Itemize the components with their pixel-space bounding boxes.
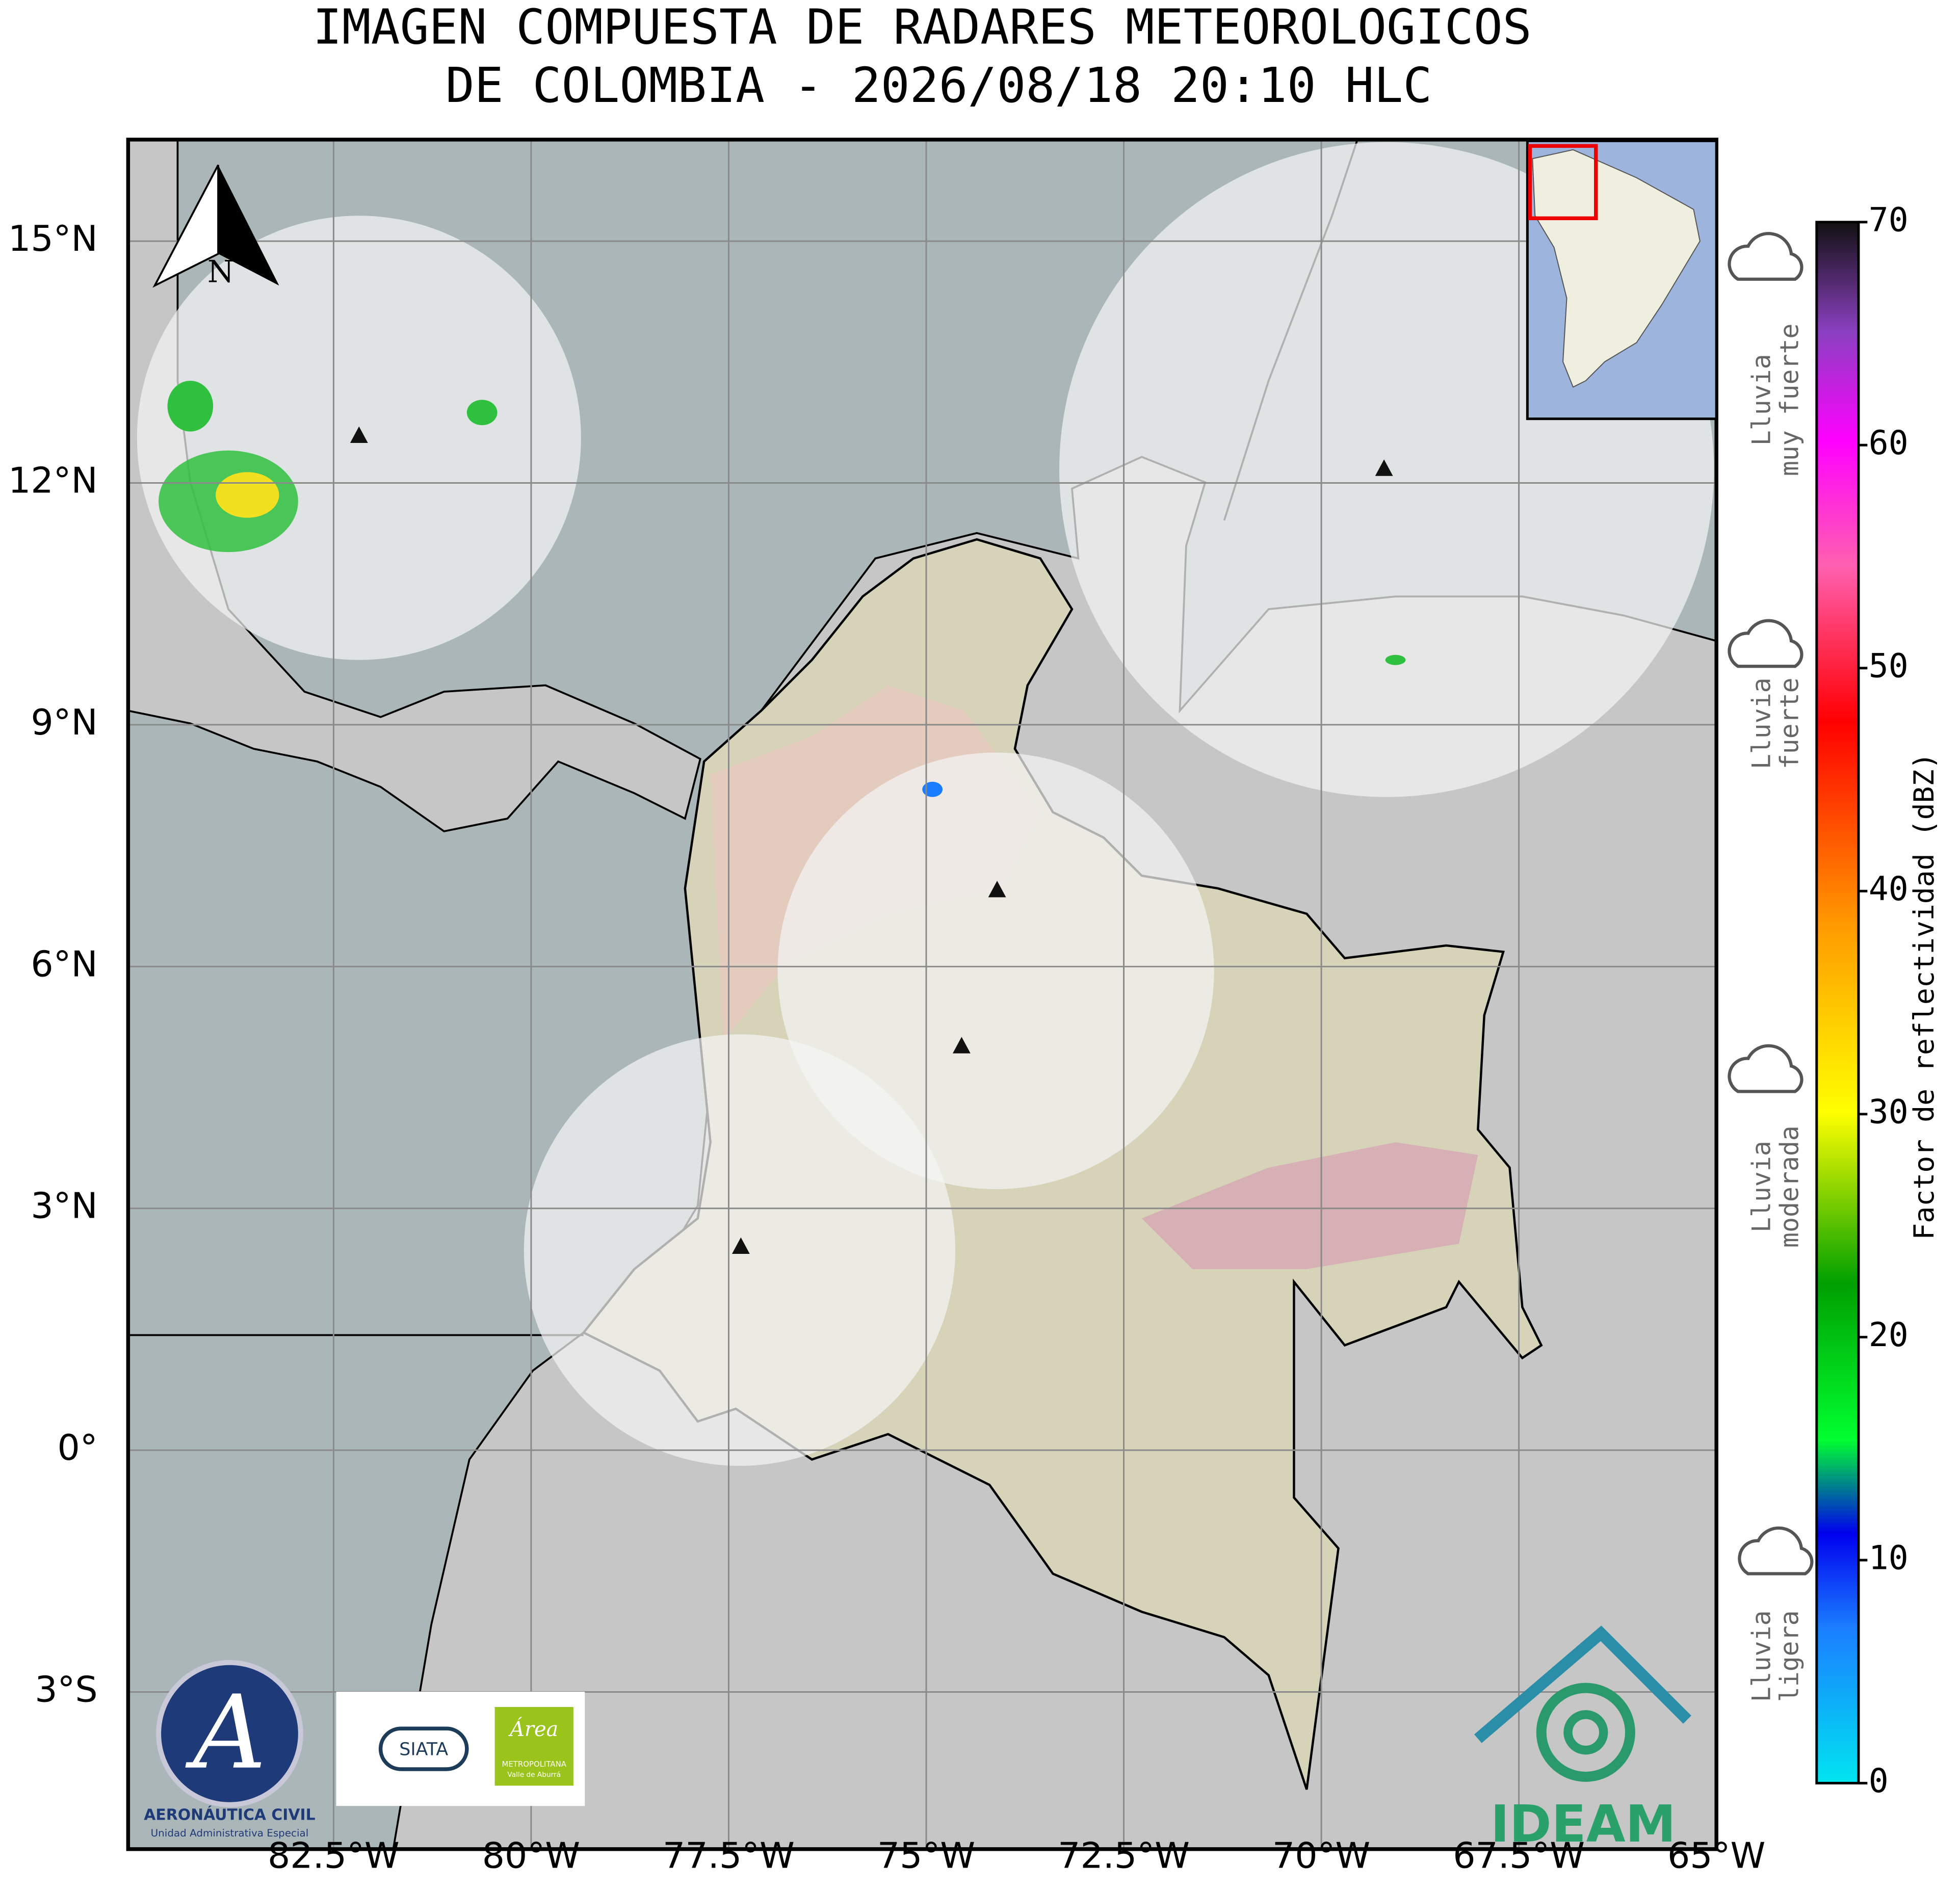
logo-text: AERONÁUTICA CIVIL: [144, 1806, 315, 1824]
rain-legend-label: Lluvia: [1747, 677, 1776, 769]
region-shade: [1141, 1142, 1478, 1269]
rain-legend-label: Lluvia: [1747, 1141, 1776, 1232]
rain-legend-label: Lluvia: [1747, 1610, 1776, 1702]
logo-ideam: IDEAM: [1474, 1625, 1691, 1854]
colorbar-tick-label: 40: [1869, 870, 1909, 908]
logo-text: SIATA: [399, 1740, 448, 1760]
lat-tick-label: 3°N: [31, 1186, 97, 1227]
colorbar-tick-label: 30: [1869, 1093, 1909, 1131]
lat-tick-label: 3°S: [35, 1669, 97, 1710]
title-line: DE COLOMBIA - 2026/08/18 20:10 HLC: [446, 58, 1432, 114]
lat-tick-label: 9°N: [31, 702, 97, 743]
map-frame: [126, 138, 1718, 1851]
lon-tick-label: 70°W: [1272, 1835, 1370, 1876]
lon-tick-label: 67.5°W: [1453, 1835, 1585, 1876]
lon-tick-label: 82.5°W: [268, 1835, 400, 1876]
map-area: [128, 139, 1717, 1849]
rain-legend-label: ligera: [1775, 1610, 1805, 1702]
lat-tick-label: 15°N: [8, 218, 98, 259]
colorbar-tick-label: 0: [1869, 1762, 1889, 1800]
inset-map: [1526, 139, 1718, 421]
rain-legend-label: fuerte: [1775, 677, 1805, 769]
rain-icons: [1728, 232, 1814, 1575]
lat-tick-label: 6°N: [31, 943, 97, 985]
title-line: IMAGEN COMPUESTA DE RADARES METEOROLOGIC…: [313, 0, 1532, 56]
lat-tick-label: 0°: [57, 1427, 97, 1468]
rain-legend-label: Lluvia: [1747, 354, 1776, 445]
radar-circle: [777, 752, 1214, 1190]
logo-text: Valle de Aburrá: [507, 1771, 561, 1779]
lon-tick-label: 65°W: [1667, 1835, 1765, 1876]
echoes: [159, 380, 1406, 797]
rain-legend-label: muy fuerte: [1775, 323, 1805, 476]
colorbar-tick-label: 50: [1869, 647, 1909, 685]
lon-tick-label: 75°W: [877, 1835, 975, 1876]
logo-text: METROPOLITANA: [502, 1759, 566, 1769]
lat-tick-label: 12°N: [8, 460, 98, 502]
colorbar-tick-label: 60: [1869, 424, 1909, 462]
logo-text: Área: [508, 1717, 558, 1741]
colorbar-tick-label: 20: [1869, 1316, 1909, 1354]
rain-legend-label: moderada: [1775, 1125, 1805, 1248]
colorbar-tick-label: 10: [1869, 1539, 1909, 1577]
lon-tick-label: 77.5°W: [663, 1835, 795, 1876]
logo-text: Unidad Administrativa Especial: [151, 1827, 309, 1839]
colorbar-label: Factor de reflectividad (dBZ): [1907, 753, 1940, 1240]
lon-tick-label: 80°W: [482, 1835, 580, 1876]
north-label: N: [207, 254, 234, 290]
colorbar-tick-label: 70: [1869, 201, 1909, 239]
lon-tick-label: 72.5°W: [1058, 1835, 1190, 1876]
logo-siata-area: SIATA Área METROPOLITANA Valle de Aburrá: [336, 1692, 585, 1806]
colorbar: [1815, 221, 1860, 1784]
svg-text:A: A: [185, 1673, 267, 1792]
logo-text: IDEAM: [1491, 1795, 1676, 1854]
logo-aeronautica: A AERONÁUTICA CIVIL Unidad Administrativ…: [144, 1660, 316, 1839]
radar-sites: [350, 426, 1393, 1254]
